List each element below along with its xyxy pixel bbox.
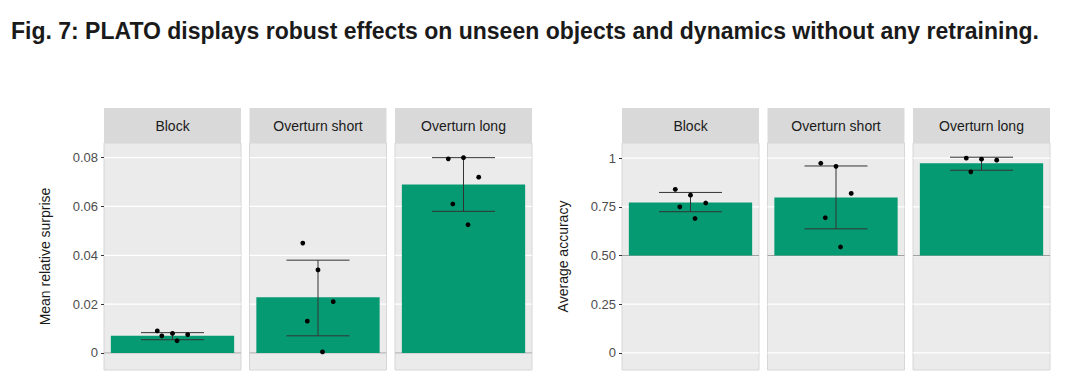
svg-text:Overturn short: Overturn short	[791, 118, 881, 134]
svg-text:0.04: 0.04	[73, 248, 98, 263]
svg-text:Overturn short: Overturn short	[273, 118, 363, 134]
svg-text:0.02: 0.02	[73, 297, 98, 312]
svg-text:Fig. 7: PLATO displays robust: Fig. 7: PLATO displays robust effects on…	[11, 18, 1039, 44]
svg-text:0.25: 0.25	[591, 297, 616, 312]
svg-text:1: 1	[609, 151, 616, 166]
svg-text:0.08: 0.08	[73, 150, 98, 165]
svg-text:0.50: 0.50	[591, 248, 616, 263]
svg-text:0: 0	[609, 345, 616, 360]
svg-text:Overturn long: Overturn long	[421, 118, 506, 134]
svg-text:0.06: 0.06	[73, 199, 98, 214]
svg-text:Overturn long: Overturn long	[939, 118, 1024, 134]
svg-text:0: 0	[91, 345, 98, 360]
svg-text:0.75: 0.75	[591, 199, 616, 214]
svg-text:Block: Block	[155, 118, 190, 134]
svg-text:Mean relative surprise: Mean relative surprise	[37, 187, 53, 325]
svg-text:Block: Block	[673, 118, 708, 134]
svg-text:Average accuracy: Average accuracy	[555, 201, 571, 313]
